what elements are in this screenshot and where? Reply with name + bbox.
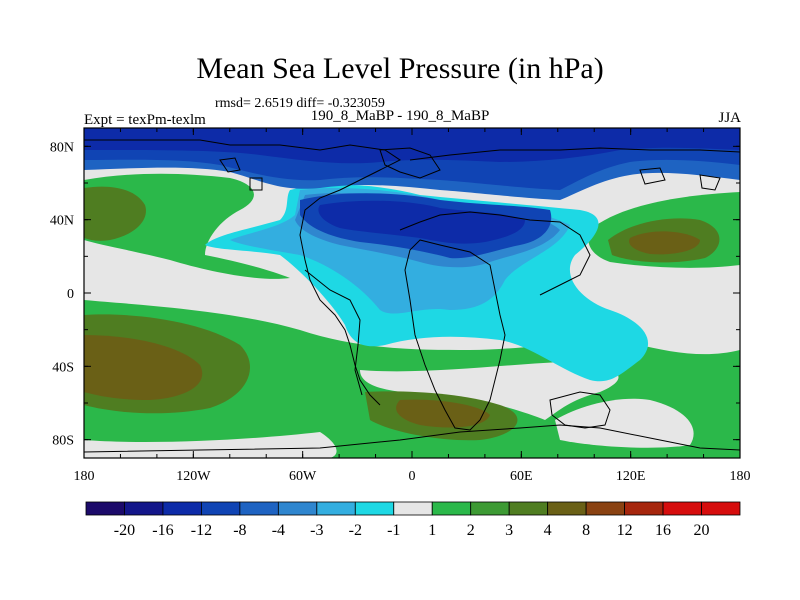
contour-central-blue-12 bbox=[318, 200, 525, 244]
contour-south-neutral-3 bbox=[84, 432, 337, 458]
stats-subtitle: rmsd= 2.6519 diff= -0.323059 bbox=[215, 96, 385, 111]
colorbar-swatch bbox=[624, 501, 664, 516]
colorbar-label: -3 bbox=[310, 522, 323, 539]
contour-south-neutral-2 bbox=[555, 398, 694, 448]
colorbar-swatch bbox=[354, 501, 395, 516]
contour-north-blue-12 bbox=[84, 128, 740, 164]
coastline-north-america bbox=[84, 139, 401, 406]
x-tick-label: 120E bbox=[616, 469, 646, 484]
y-tick-label: 80S bbox=[52, 434, 74, 449]
colorbar-swatch bbox=[662, 501, 702, 516]
colorbar-swatch bbox=[393, 501, 433, 516]
colorbar-swatch bbox=[470, 501, 510, 516]
colorbar-label: 16 bbox=[655, 522, 671, 539]
x-tick-label: 0 bbox=[409, 469, 416, 484]
coastline-south-america bbox=[304, 269, 363, 396]
y-tick-label: 40S bbox=[52, 360, 74, 375]
colorbar-swatch bbox=[162, 501, 202, 516]
colorbar-label: -4 bbox=[272, 522, 285, 539]
colorbar-label: 20 bbox=[694, 522, 710, 539]
colorbar-label: -2 bbox=[349, 522, 362, 539]
colorbar-label: 12 bbox=[617, 522, 633, 539]
season-label: JJA bbox=[718, 110, 741, 126]
colorbar-label: 2 bbox=[467, 522, 475, 539]
colorbar-label: -8 bbox=[233, 522, 246, 539]
colorbar-swatch bbox=[277, 501, 318, 516]
colorbar bbox=[85, 501, 741, 516]
colorbar-label: 8 bbox=[582, 522, 590, 539]
x-tick-label: 180 bbox=[730, 469, 751, 484]
coastlines bbox=[84, 139, 740, 453]
contour-south-neutral bbox=[360, 362, 619, 420]
x-axis-labels: 180 120W 60W 0 60E 120E 180 bbox=[74, 469, 751, 484]
colorbar-swatch bbox=[547, 501, 587, 516]
contour-east-brown bbox=[629, 231, 700, 255]
contour-north-pacific-olive bbox=[84, 186, 146, 241]
experiment-label: Expt = texPm-texlm bbox=[84, 112, 206, 128]
colorbar-label: 1 bbox=[428, 522, 436, 539]
coastline-greenland bbox=[379, 147, 441, 179]
y-tick-label: 80N bbox=[50, 140, 74, 155]
colorbar-label: -16 bbox=[152, 522, 173, 539]
colorbar-swatch bbox=[316, 501, 356, 516]
x-tick-label: 60W bbox=[289, 469, 317, 484]
y-tick-label: 0 bbox=[67, 287, 74, 302]
colorbar-swatch bbox=[124, 501, 164, 516]
colorbar-label: 4 bbox=[544, 522, 552, 539]
contour-south-ocean-brown bbox=[396, 399, 490, 428]
contour-south-pacific-brown bbox=[84, 335, 203, 400]
x-tick-label: 60E bbox=[510, 469, 533, 484]
coastline-antarctica bbox=[84, 424, 740, 453]
colorbar-swatch bbox=[508, 501, 549, 516]
chart-title: Mean Sea Level Pressure (in hPa) bbox=[196, 52, 604, 85]
colorbar-swatch bbox=[239, 501, 279, 516]
colorbar-label: -12 bbox=[191, 522, 212, 539]
contour-field bbox=[84, 128, 740, 458]
x-tick-label: 180 bbox=[74, 469, 95, 484]
coastline-eurasia bbox=[399, 147, 740, 296]
axis-ticks bbox=[83, 128, 741, 458]
colorbar-label: -20 bbox=[114, 522, 135, 539]
y-axis-labels: 80N 40N 0 40S 80S bbox=[50, 140, 74, 448]
colorbar-swatch bbox=[201, 501, 241, 516]
x-tick-label: 120W bbox=[176, 469, 211, 484]
coastline-africa bbox=[404, 239, 506, 431]
colorbar-label: 3 bbox=[505, 522, 513, 539]
coastline-australia bbox=[549, 391, 611, 429]
colorbar-swatch bbox=[585, 501, 625, 516]
colorbar-labels: -20 -16 -12 -8 -4 -3 -2 -1 1 2 3 4 8 12 16 20 bbox=[114, 522, 710, 539]
coastline-arctic-islands bbox=[219, 157, 721, 191]
experiment-period-label: 190_8_MaBP - 190_8_MaBP bbox=[310, 108, 490, 124]
colorbar-label: -1 bbox=[387, 522, 400, 539]
colorbar-swatch bbox=[431, 501, 472, 516]
colorbar-swatch bbox=[85, 501, 125, 516]
colorbar-swatch bbox=[701, 501, 741, 516]
y-tick-label: 40N bbox=[50, 214, 74, 229]
